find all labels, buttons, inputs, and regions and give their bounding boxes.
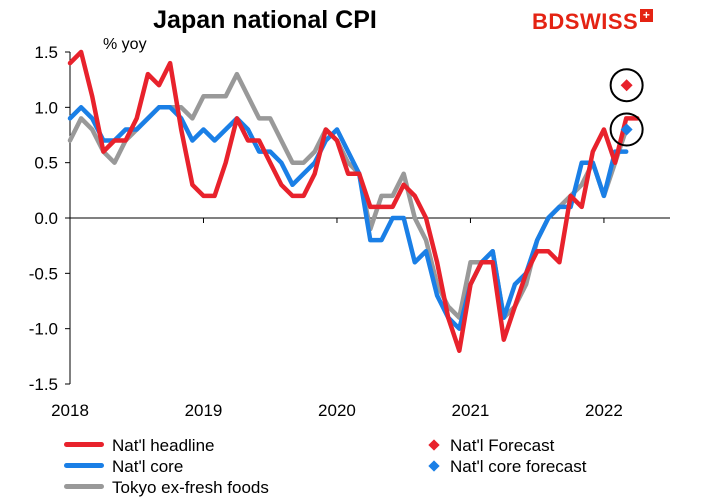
- y-tick-label: 1.0: [34, 98, 58, 117]
- forecast-marker-0: [620, 79, 633, 92]
- chart-title: Japan national CPI: [153, 6, 377, 34]
- x-tick-label: 2019: [185, 401, 223, 420]
- y-axis-label: % yoy: [103, 36, 147, 53]
- forecast-circle-0: [609, 68, 644, 103]
- legend-swatch-tokyo: [64, 484, 104, 490]
- legend-swatch-core-forecast: [428, 459, 440, 472]
- brand-plus-icon: +: [640, 9, 654, 22]
- brand-logo-part2: SWISS: [564, 9, 639, 34]
- y-tick-label: 1.5: [34, 43, 58, 62]
- legend-label-forecast: Nat'l Forecast: [450, 436, 555, 455]
- forecast-circle-1: [609, 112, 644, 147]
- y-tick-label: -1.0: [29, 320, 58, 339]
- forecast-marker-1: [620, 123, 633, 136]
- y-tick-label: 0.5: [34, 154, 58, 173]
- y-tick-label: -0.5: [29, 264, 58, 283]
- legend-label-core-forecast: Nat'l core forecast: [450, 457, 587, 476]
- legend-swatch-headline: [64, 442, 104, 448]
- legend-label-core: Nat'l core: [112, 457, 184, 476]
- brand-logo: BDSWISS +: [532, 9, 654, 35]
- legend-swatch-core: [64, 463, 104, 469]
- legend-swatch-forecast: [428, 438, 440, 451]
- x-tick-label: 2021: [452, 401, 490, 420]
- series-line-0: [67, 49, 640, 354]
- y-tick-label: 0.0: [34, 209, 58, 228]
- y-tick-label: -1.5: [29, 375, 58, 394]
- brand-logo-part1: BD: [532, 9, 565, 34]
- x-tick-label: 2020: [318, 401, 356, 420]
- series-line-1: [67, 105, 629, 331]
- legend-label-tokyo: Tokyo ex-fresh foods: [112, 478, 269, 497]
- legend-item-tokyo: Tokyo ex-fresh foods: [64, 478, 269, 498]
- legend-item-forecast: Nat'l Forecast: [426, 436, 554, 456]
- legend-item-core-forecast: Nat'l core forecast: [426, 457, 586, 477]
- x-tick-label: 2018: [51, 401, 89, 420]
- x-tick-label: 2022: [585, 401, 623, 420]
- legend-item-headline: Nat'l headline: [64, 436, 214, 456]
- legend-label-headline: Nat'l headline: [112, 436, 215, 455]
- legend-item-core: Nat'l core: [64, 457, 183, 477]
